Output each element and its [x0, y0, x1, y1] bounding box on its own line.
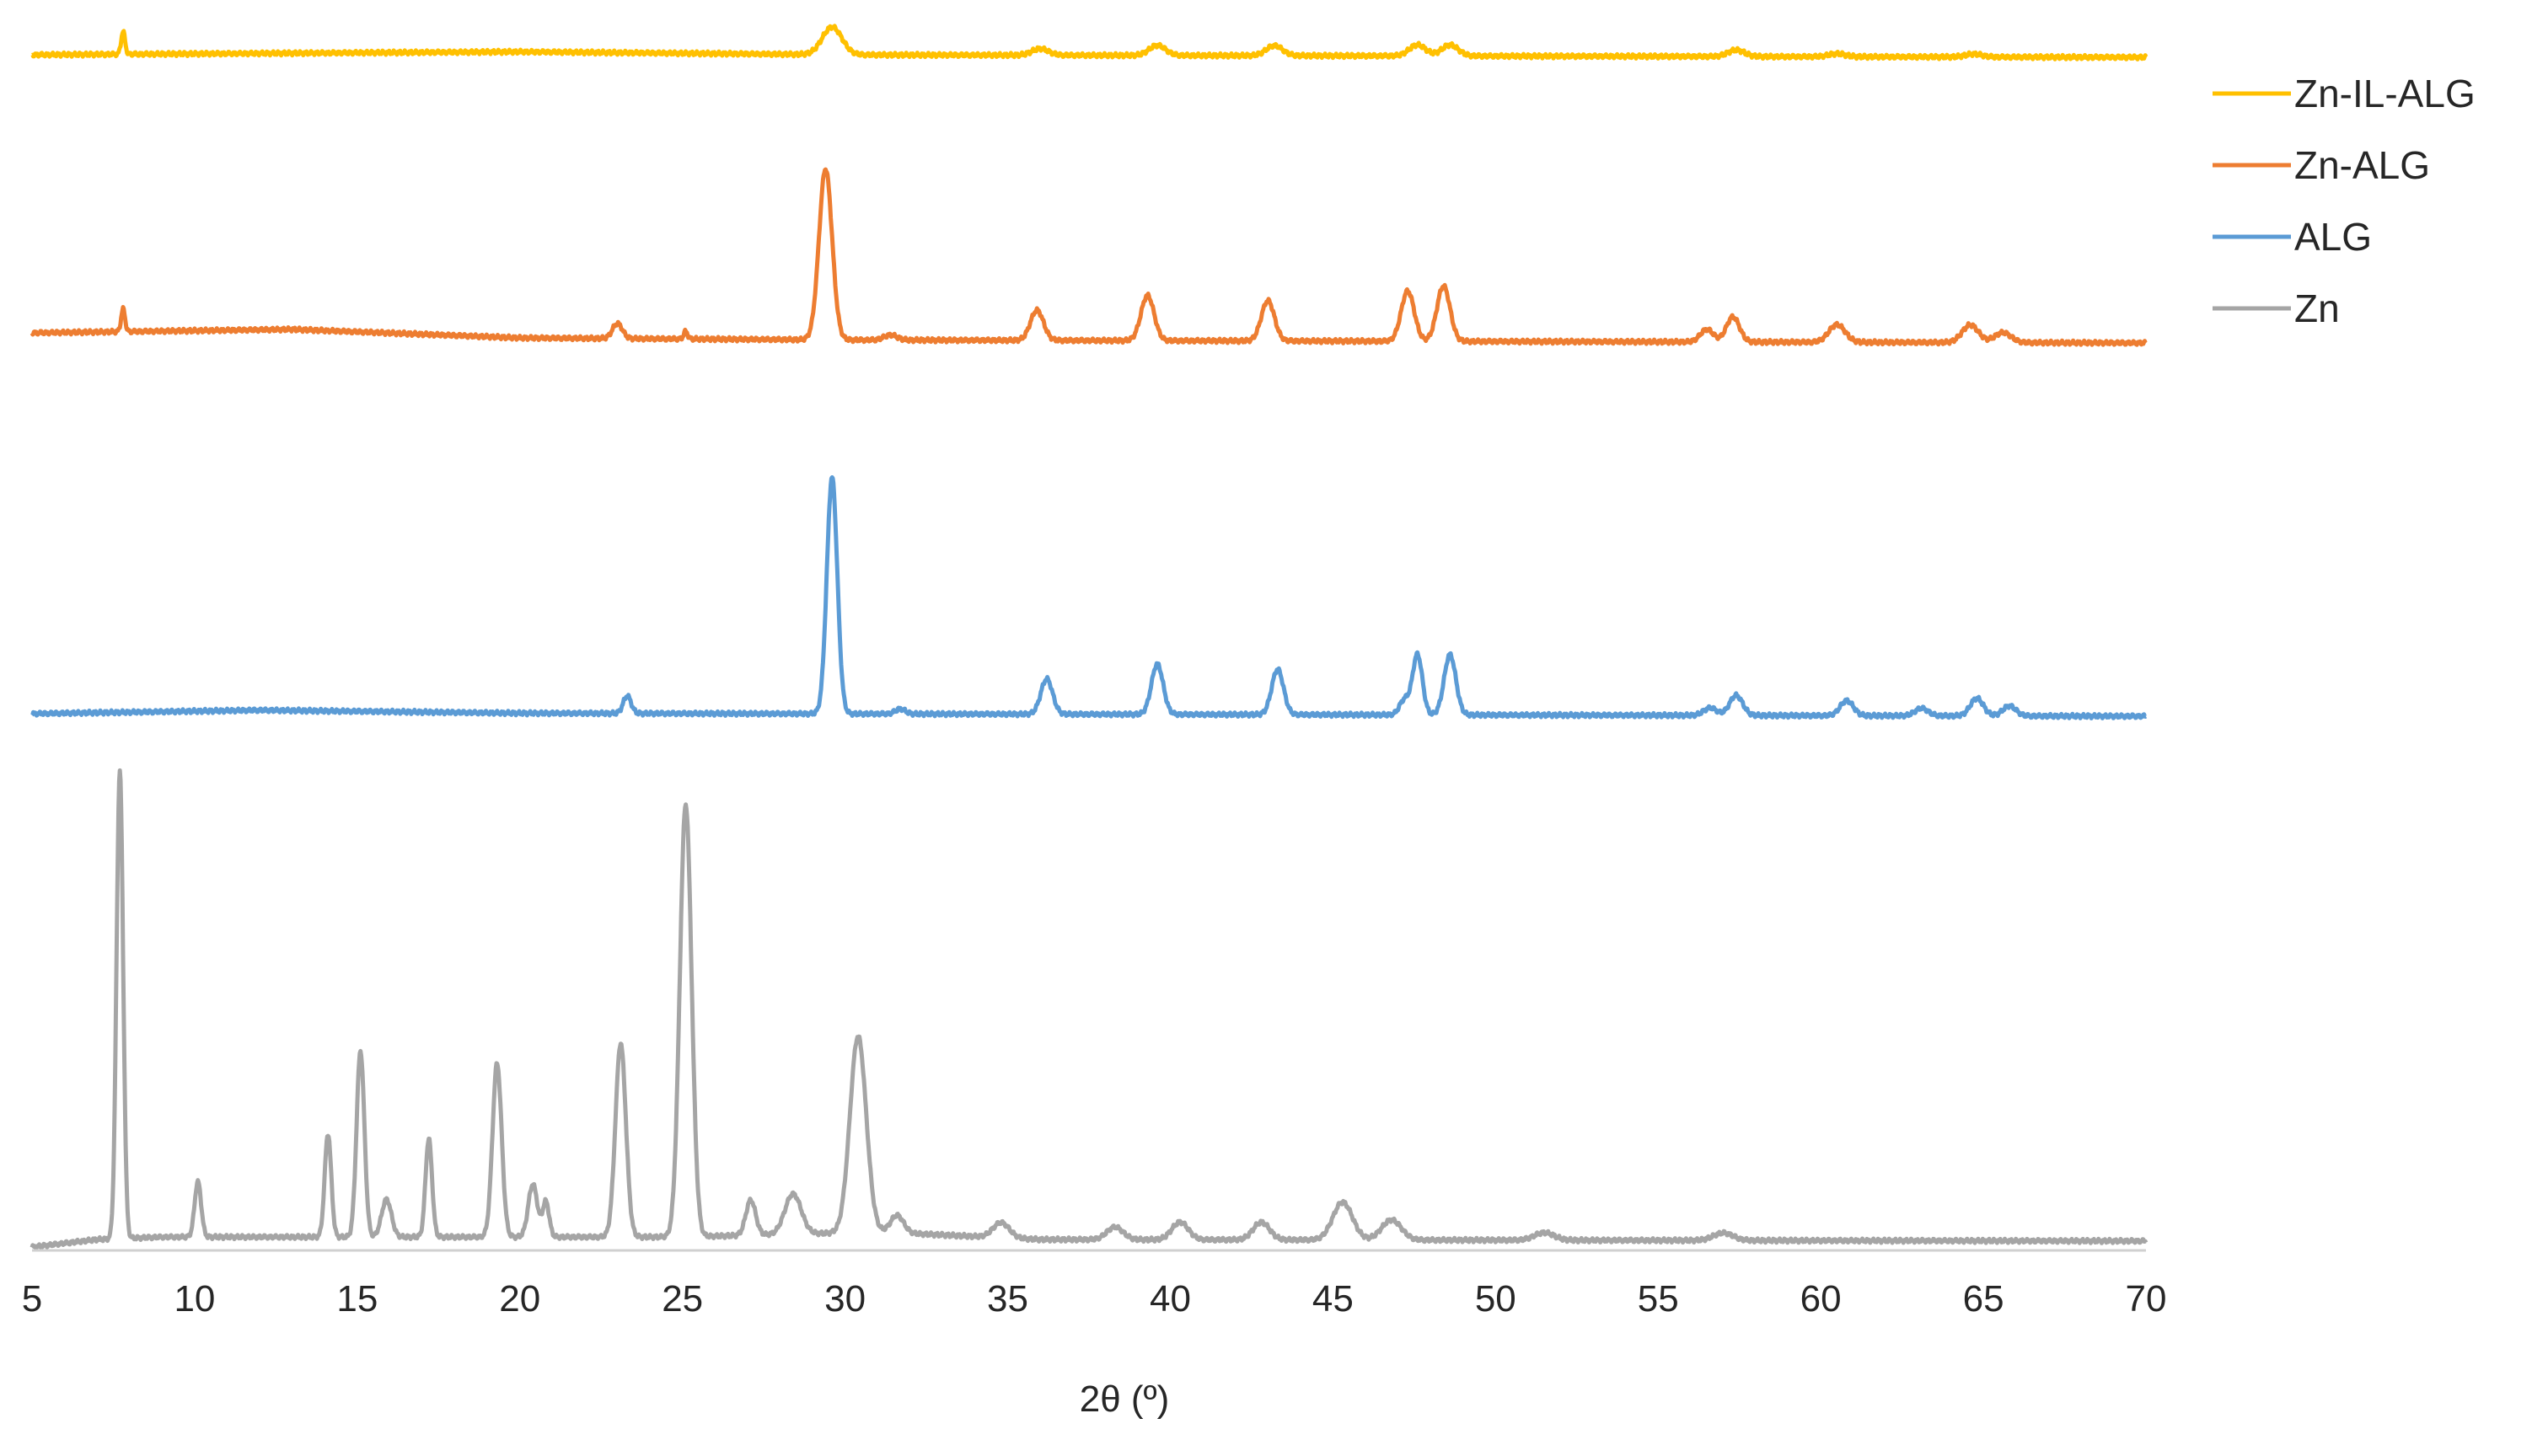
x-tick-label: 15 [336, 1278, 378, 1320]
x-tick-label: 45 [1312, 1278, 1354, 1320]
x-tick-label: 5 [22, 1278, 42, 1320]
x-axis-title: 2θ (º) [1080, 1378, 1170, 1420]
x-tick-label: 65 [1963, 1278, 2004, 1320]
series-line-zn-alg [30, 167, 2148, 347]
x-tick-label: 10 [174, 1278, 215, 1320]
x-tick-label: 20 [499, 1278, 540, 1320]
legend-label-alg: ALG [2294, 215, 2372, 259]
plot-area [30, 24, 2148, 1251]
x-tick-labels: 5 10 15 20 25 30 35 40 45 50 55 60 65 70 [22, 1278, 2167, 1320]
x-tick-label: 55 [1638, 1278, 1679, 1320]
x-tick-label: 70 [2126, 1278, 2167, 1320]
series-line-zn-il-alg [30, 24, 2148, 62]
legend: Zn-IL-ALG Zn-ALG ALG Zn [2213, 72, 2476, 330]
series-line-zn [30, 768, 2148, 1251]
x-tick-label: 40 [1150, 1278, 1191, 1320]
x-tick-label: 25 [662, 1278, 703, 1320]
legend-label-zn: Zn [2294, 286, 2340, 330]
x-tick-label: 60 [1800, 1278, 1842, 1320]
series-line-alg [30, 475, 2148, 720]
x-tick-label: 50 [1475, 1278, 1516, 1320]
x-tick-label: 35 [987, 1278, 1028, 1320]
legend-label-zn-il-alg: Zn-IL-ALG [2294, 72, 2476, 115]
legend-label-zn-alg: Zn-ALG [2294, 143, 2430, 187]
x-tick-label: 30 [824, 1278, 866, 1320]
